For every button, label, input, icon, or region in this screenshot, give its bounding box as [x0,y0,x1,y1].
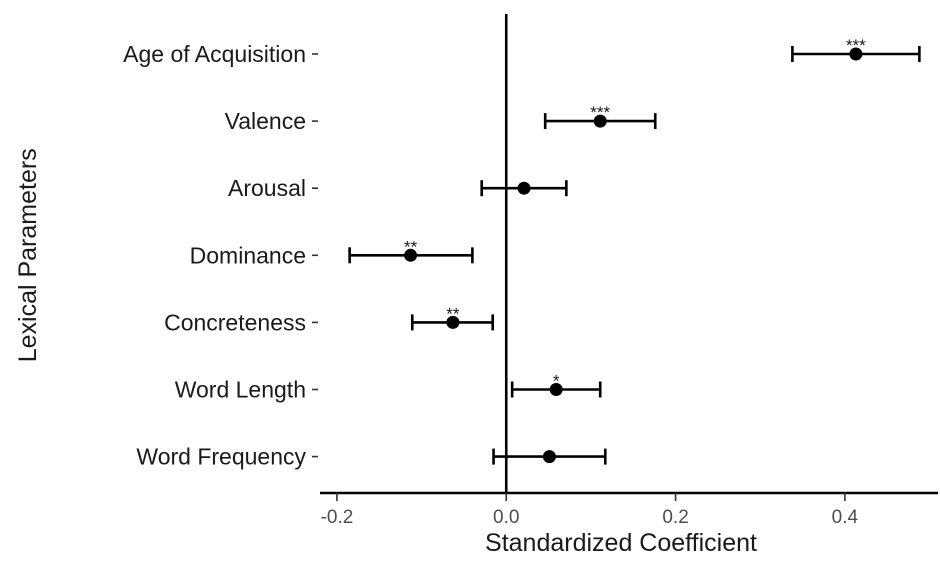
x-tick-label: 0.4 [832,507,859,528]
x-tick-labels: -0.2 0.0 0.2 0.4 [321,507,859,528]
x-tick-label: -0.2 [321,507,354,528]
estimate-point [542,450,556,464]
significance-label: *** [846,36,866,55]
estimate-point [404,248,418,262]
y-axis-title: Lexical Parameters [14,148,42,362]
category-label: Age of Acquisition [123,41,306,67]
x-tick-marks [336,493,846,501]
error-bars [348,46,921,465]
category-label: Dominance [190,242,306,268]
axes-layer [320,14,938,495]
category-labels: Age of Acquisition Valence Arousal Dominanc… [123,41,306,470]
category-label: Arousal [228,175,306,201]
estimate-point [849,47,863,61]
estimate-point [446,315,460,329]
estimate-point [517,181,531,195]
category-label: Word Frequency [136,444,306,470]
significance-label: *** [590,103,610,122]
estimate-points [404,47,863,464]
category-label: Word Length [175,377,306,403]
category-label: Valence [225,108,306,134]
significance-label: * [553,372,560,391]
significance-labels: *********** [404,36,866,391]
significance-label: ** [446,304,460,323]
estimate-point [549,383,563,396]
x-axis-title: Standardized Coefficient [485,529,757,557]
y-tick-marks [312,53,318,458]
significance-label: ** [404,237,418,256]
estimate-point [593,114,607,128]
x-tick-label: 0.0 [493,507,519,528]
category-label: Concreteness [164,309,306,335]
x-tick-label: 0.2 [662,507,688,528]
